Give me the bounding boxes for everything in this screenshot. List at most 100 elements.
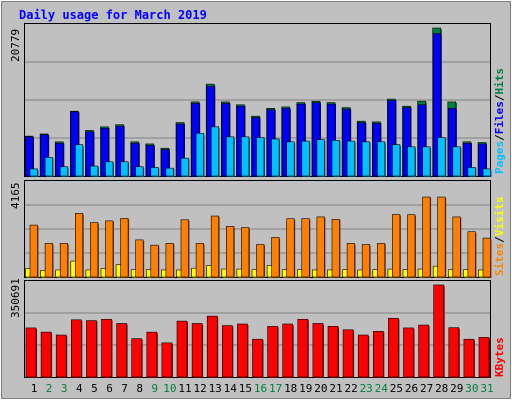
bar-files-day-10 bbox=[161, 149, 170, 177]
bar-sites-day-21 bbox=[331, 219, 340, 278]
bar-files-day-1 bbox=[25, 136, 34, 177]
bar-pages-day-15 bbox=[241, 136, 250, 177]
day-label-19: 19 bbox=[299, 382, 312, 395]
day-label-28: 28 bbox=[435, 382, 448, 395]
bar-pages-day-27 bbox=[422, 146, 431, 177]
day-label-18: 18 bbox=[284, 382, 297, 395]
bar-sites-day-13 bbox=[210, 215, 219, 278]
bar-pages-day-13 bbox=[210, 126, 219, 177]
day-label-2: 2 bbox=[46, 382, 53, 395]
bars-visits-sites bbox=[25, 196, 492, 278]
bars-kbytes bbox=[25, 284, 490, 378]
bar-sites-day-14 bbox=[226, 226, 235, 278]
bar-kbytes-day-28 bbox=[433, 284, 445, 378]
bar-sites-day-20 bbox=[316, 216, 325, 278]
bar-kbytes-day-26 bbox=[403, 327, 414, 378]
bar-pages-day-23 bbox=[361, 141, 371, 177]
bar-kbytes-day-2 bbox=[40, 331, 52, 378]
bar-pages-day-8 bbox=[135, 166, 144, 177]
bar-sites-day-15 bbox=[241, 227, 250, 278]
bar-sites-day-12 bbox=[195, 243, 204, 278]
day-label-14: 14 bbox=[224, 382, 238, 395]
day-label-10: 10 bbox=[163, 382, 176, 395]
bar-files-day-3 bbox=[55, 142, 64, 177]
bar-pages-day-22 bbox=[346, 140, 355, 177]
bar-kbytes-day-30 bbox=[463, 338, 475, 378]
legend-mid: Sites/Visits bbox=[493, 197, 506, 277]
bar-files-day-6 bbox=[100, 127, 109, 177]
bar-pages-day-31 bbox=[482, 168, 491, 177]
day-label-6: 6 bbox=[106, 382, 113, 395]
bar-pages-day-17 bbox=[271, 138, 280, 177]
day-label-4: 4 bbox=[76, 382, 83, 395]
bar-kbytes-day-20 bbox=[312, 323, 324, 378]
legend-hits: Hits bbox=[493, 68, 506, 95]
bar-pages-day-4 bbox=[75, 144, 84, 177]
bar-sites-day-4 bbox=[75, 213, 84, 278]
bar-kbytes-day-13 bbox=[206, 315, 218, 378]
day-label-7: 7 bbox=[121, 382, 128, 395]
bar-pages-day-18 bbox=[286, 141, 295, 177]
bar-sites-day-22 bbox=[346, 243, 355, 278]
day-label-13: 13 bbox=[209, 382, 222, 395]
bar-sites-day-27 bbox=[422, 196, 431, 278]
day-label-5: 5 bbox=[91, 382, 98, 395]
bar-pages-day-11 bbox=[180, 157, 189, 177]
bar-files-day-31 bbox=[478, 143, 487, 177]
bar-pages-day-24 bbox=[376, 141, 386, 177]
bar-files-day-28 bbox=[432, 33, 442, 177]
day-label-3: 3 bbox=[61, 382, 68, 395]
bar-files-day-2 bbox=[40, 134, 49, 177]
bar-kbytes-day-25 bbox=[388, 317, 399, 378]
day-label-21: 21 bbox=[329, 382, 342, 395]
bar-sites-day-29 bbox=[452, 216, 461, 278]
bar-kbytes-day-21 bbox=[327, 326, 339, 378]
bar-pages-day-14 bbox=[226, 136, 235, 177]
bar-kbytes-day-7 bbox=[116, 323, 127, 378]
day-label-17: 17 bbox=[269, 382, 282, 395]
bar-files-day-7 bbox=[115, 125, 124, 177]
bar-pages-day-20 bbox=[316, 139, 325, 177]
bar-pages-day-1 bbox=[29, 168, 38, 177]
legend-sep-2: / bbox=[493, 94, 506, 101]
day-label-23: 23 bbox=[360, 382, 373, 395]
day-label-16: 16 bbox=[254, 382, 267, 395]
bar-sites-day-8 bbox=[135, 239, 144, 278]
bar-files-day-29 bbox=[447, 108, 457, 177]
bar-pages-day-25 bbox=[392, 144, 401, 177]
bar-kbytes-day-17 bbox=[267, 326, 278, 378]
bar-files-day-8 bbox=[130, 142, 139, 177]
legend-sites: Sites bbox=[493, 243, 506, 276]
day-label-26: 26 bbox=[405, 382, 418, 395]
bar-kbytes-day-8 bbox=[131, 338, 142, 378]
day-label-9: 9 bbox=[151, 382, 158, 395]
bar-sites-day-24 bbox=[376, 243, 386, 278]
bar-sites-day-11 bbox=[180, 219, 189, 278]
bar-kbytes-day-16 bbox=[252, 338, 263, 378]
bar-sites-day-28 bbox=[437, 196, 446, 278]
legend-pages: Pages bbox=[493, 141, 506, 174]
bar-kbytes-day-14 bbox=[222, 325, 233, 378]
y-max-label-kbytes: 350691 bbox=[9, 278, 22, 318]
bar-files-day-21 bbox=[327, 103, 336, 177]
bar-pages-day-16 bbox=[256, 137, 265, 177]
bar-files-day-9 bbox=[146, 145, 155, 177]
bar-pages-day-7 bbox=[120, 161, 129, 177]
bar-kbytes-day-10 bbox=[161, 342, 173, 378]
day-label-27: 27 bbox=[420, 382, 433, 395]
bars-hits-files-pages bbox=[24, 27, 492, 177]
chart-title: Daily usage for March 2019 bbox=[19, 8, 207, 22]
bar-files-day-27 bbox=[417, 104, 426, 177]
bar-sites-day-18 bbox=[286, 218, 295, 278]
legend-sep-1: / bbox=[493, 134, 506, 141]
day-label-8: 8 bbox=[136, 382, 143, 395]
bar-kbytes-day-5 bbox=[86, 320, 97, 378]
day-labels: 1 2 3 4 5 6 7 8 9 10 11 12 13 14 15 16 17 18 19 20 21 22 23 24 2… bbox=[31, 382, 494, 395]
bar-kbytes-day-22 bbox=[342, 329, 354, 378]
bar-files-day-30 bbox=[463, 142, 472, 177]
day-label-29: 29 bbox=[450, 382, 463, 395]
bar-pages-day-12 bbox=[195, 132, 204, 177]
day-label-12: 12 bbox=[193, 382, 206, 395]
day-label-25: 25 bbox=[390, 382, 403, 395]
